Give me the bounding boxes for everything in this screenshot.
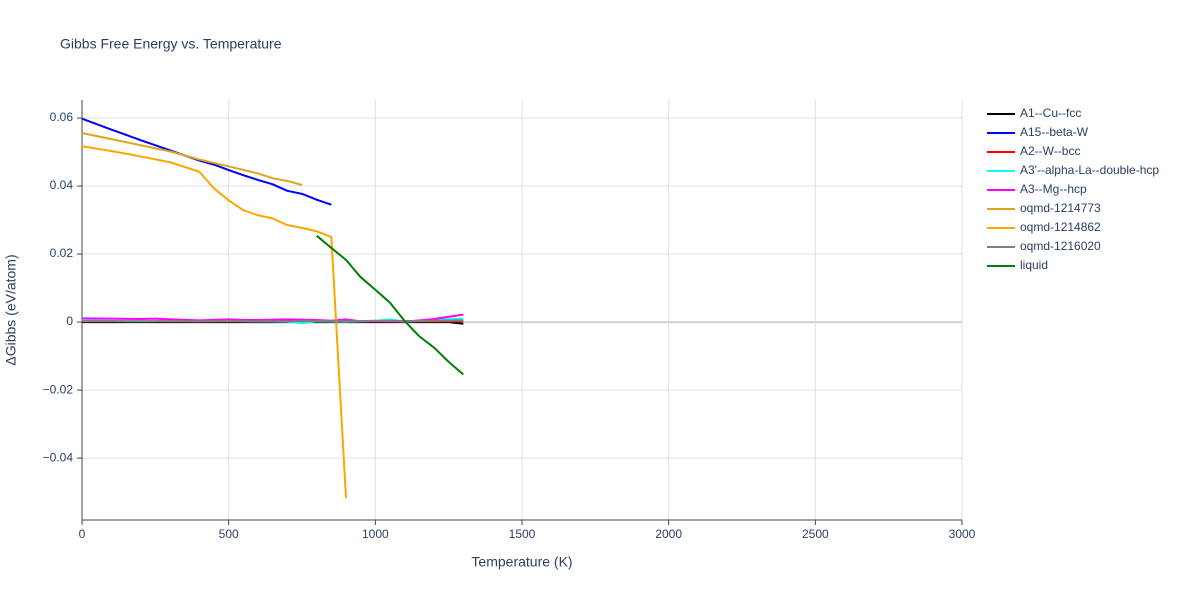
- x-tick-label: 500: [219, 527, 239, 541]
- y-tick-label: 0.04: [50, 178, 74, 192]
- y-axis-title: ΔGibbs (eV/atom): [3, 254, 19, 365]
- x-tick-label: 2000: [655, 527, 682, 541]
- x-tick-label: 1000: [362, 527, 389, 541]
- grid: 0 500 1000 1500 2000 2500 3000 −0.04 −0.02 0 0.02 0…: [43, 100, 976, 541]
- legend-label[interactable]: A2--W--bcc: [1020, 144, 1080, 158]
- series-line: [316, 234, 464, 376]
- x-tick-label: 1500: [509, 527, 536, 541]
- legend-item[interactable]: A15--beta-W: [987, 125, 1089, 139]
- legend-item[interactable]: A2--W--bcc: [987, 144, 1080, 158]
- legend-label[interactable]: liquid: [1020, 258, 1048, 272]
- legend-label[interactable]: A3'--alpha-La--double-hcp: [1020, 163, 1159, 177]
- legend-label[interactable]: A1--Cu--fcc: [1020, 106, 1081, 120]
- legend-label[interactable]: oqmd-1216020: [1020, 239, 1101, 253]
- series-line: [81, 145, 347, 498]
- y-tick-label: −0.04: [43, 450, 74, 464]
- y-tick-label: 0.06: [50, 110, 74, 124]
- chart-title: Gibbs Free Energy vs. Temperature: [60, 36, 282, 52]
- series-line: [81, 117, 332, 206]
- plot-area: [81, 117, 464, 498]
- y-tick-label: −0.02: [43, 382, 74, 396]
- legend-item[interactable]: A3'--alpha-La--double-hcp: [987, 163, 1159, 177]
- y-tick-label: 0.02: [50, 246, 74, 260]
- x-tick-label: 0: [79, 527, 86, 541]
- legend-item[interactable]: liquid: [987, 258, 1048, 272]
- series-line: [82, 319, 464, 323]
- legend-item[interactable]: A1--Cu--fcc: [987, 106, 1081, 120]
- legend-item[interactable]: oqmd-1216020: [987, 239, 1101, 253]
- legend-label[interactable]: oqmd-1214862: [1020, 220, 1101, 234]
- legend-item[interactable]: oqmd-1214773: [987, 201, 1101, 215]
- legend-label[interactable]: A3--Mg--hcp: [1020, 182, 1087, 196]
- legend-label[interactable]: A15--beta-W: [1020, 125, 1089, 139]
- series-line: [81, 132, 303, 186]
- x-tick-label: 3000: [949, 527, 976, 541]
- x-axis-title: Temperature (K): [471, 554, 572, 570]
- y-tick-label: 0: [66, 314, 73, 328]
- legend-label[interactable]: oqmd-1214773: [1020, 201, 1101, 215]
- legend-item[interactable]: A3--Mg--hcp: [987, 182, 1087, 196]
- legend-item[interactable]: oqmd-1214862: [987, 220, 1101, 234]
- x-tick-label: 2500: [802, 527, 829, 541]
- legend[interactable]: A1--Cu--fcc A15--beta-W A2--W--bcc A3'--alp…: [987, 106, 1159, 272]
